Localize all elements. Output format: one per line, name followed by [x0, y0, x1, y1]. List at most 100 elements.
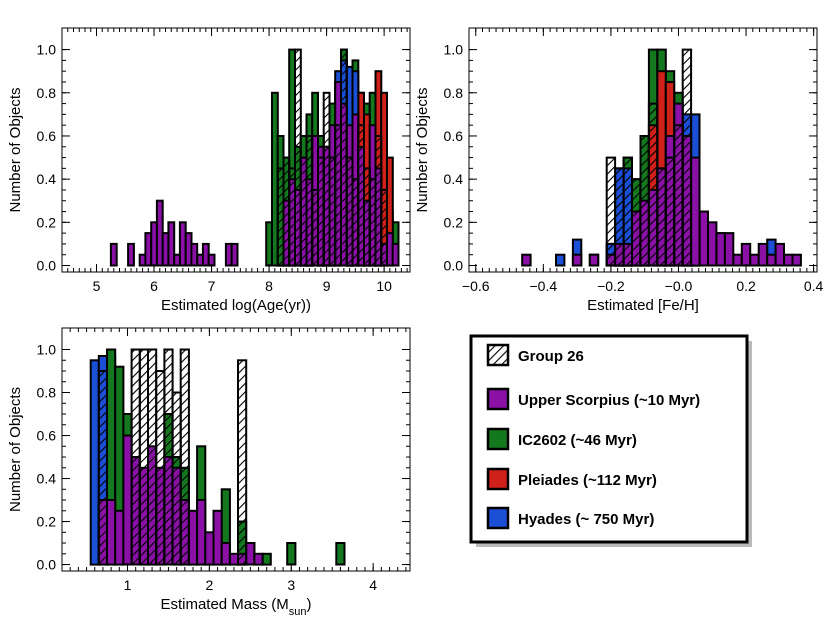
- bar-upper_scorpius: [521, 253, 532, 267]
- y-tick-label: 0.2: [37, 214, 57, 230]
- plot-frame: [61, 327, 411, 572]
- y-tick-label: 0.8: [444, 85, 464, 101]
- bar-group26: [138, 348, 150, 566]
- legend-item-hyades: Hyades (~ 750 Myr): [486, 506, 654, 530]
- bar-upper_scorpius: [690, 156, 701, 267]
- y-tick-label: 0.2: [444, 214, 464, 230]
- legend-swatch-hyades: [486, 506, 510, 530]
- x-axis-label: Estimated [Fe/H]: [587, 297, 699, 314]
- y-axis-label: Number of Objects: [7, 387, 24, 512]
- bar-upper_scorpius: [167, 221, 176, 267]
- bar-group26: [622, 156, 633, 267]
- chart-age: 0.0 0.2 0.4 0.6 0.8 1.0 5 6 7 8 9 10 Estimated log(A…: [7, 27, 411, 314]
- x-tick-label: 3: [287, 577, 295, 593]
- bar-ic2602: [261, 552, 272, 566]
- y-tick-label: 0.8: [37, 85, 57, 101]
- bar-upper_scorpius: [749, 253, 760, 267]
- x-tick-label: 10: [376, 278, 392, 294]
- bar-upper_scorpius: [196, 499, 207, 566]
- bar-upper_scorpius: [114, 509, 125, 566]
- bar-upper_scorpius: [791, 253, 802, 267]
- bar-upper_scorpius: [698, 210, 709, 267]
- bar-upper_scorpius: [732, 253, 743, 267]
- bar-upper_scorpius: [109, 242, 118, 267]
- y-tick-label: 0.6: [37, 128, 57, 144]
- x-tick-label: 9: [323, 278, 331, 294]
- bar-group26: [647, 102, 659, 267]
- y-tick-label: 0.2: [37, 514, 57, 530]
- bar-group26: [179, 348, 190, 566]
- bar-upper_scorpius: [391, 242, 400, 267]
- y-tick-label: 0.0: [37, 258, 57, 274]
- bar-group26: [639, 135, 650, 267]
- y-tick-label: 0.4: [37, 171, 57, 187]
- bar-upper_scorpius: [707, 221, 718, 267]
- legend-label-pleiades: Pleiades (~112 Myr): [518, 472, 657, 489]
- bar-upper_scorpius: [212, 509, 223, 566]
- legend-item-ic2602: IC2602 (~46 Myr): [486, 427, 637, 451]
- y-tick-label: 0.0: [444, 258, 464, 274]
- bar-hyades: [89, 359, 100, 566]
- series-group26: [97, 348, 248, 566]
- bar-group26: [631, 178, 642, 267]
- x-tick-label: 7: [208, 278, 216, 294]
- plot-frame: [61, 27, 411, 273]
- legend-label-group26: Group 26: [518, 348, 584, 365]
- bar-group26: [605, 156, 617, 267]
- bar-hyades: [555, 253, 566, 267]
- x-tick-label: −0.0: [665, 278, 693, 294]
- bar-ic2602: [335, 542, 346, 566]
- bar-group26: [664, 156, 676, 267]
- x-axis-label: Estimated log(Age(yr)): [161, 297, 311, 314]
- y-tick-label: 0.6: [444, 128, 464, 144]
- bar-group26: [97, 370, 109, 566]
- x-tick-label: −0.6: [462, 278, 490, 294]
- x-tick-label: 0.4: [804, 278, 824, 294]
- series-group26: [276, 48, 389, 267]
- bar-upper_scorpius: [253, 552, 264, 566]
- bar-upper_scorpius: [766, 253, 777, 267]
- legend: Group 26 Upper Scorpius (~10 Myr) IC2602…: [469, 334, 752, 547]
- bar-upper_scorpius: [204, 531, 215, 566]
- y-axis-label: Number of Objects: [7, 87, 24, 212]
- x-tick-label: −0.4: [530, 278, 558, 294]
- chart-feh: 0.0 0.2 0.4 0.6 0.8 1.0 −0.6 −0.4 −0.2 −0.0 0.2 0.4…: [414, 27, 824, 314]
- bar-upper_scorpius: [757, 242, 769, 267]
- bar-upper_scorpius: [122, 434, 133, 566]
- bar-upper_scorpius: [783, 253, 794, 267]
- y-tick-label: 0.6: [37, 428, 57, 444]
- bar-group26: [163, 348, 174, 566]
- bar-upper_scorpius: [571, 253, 583, 267]
- bar-upper_scorpius: [245, 542, 256, 566]
- bar-group26: [147, 348, 158, 566]
- legend-label-upper-scorpius: Upper Scorpius (~10 Myr): [518, 392, 700, 409]
- bar-ic2602: [286, 542, 297, 566]
- x-axis-label: Estimated Mass (Msun): [160, 596, 311, 618]
- bar-upper_scorpius: [127, 242, 135, 267]
- bar-group26: [237, 359, 248, 566]
- bar-upper_scorpius: [740, 242, 752, 267]
- legend-item-group26: Group 26: [486, 343, 584, 367]
- x-tick-label: 5: [93, 278, 101, 294]
- legend-swatch-pleiades: [486, 467, 510, 491]
- y-tick-label: 0.0: [37, 557, 57, 573]
- x-tick-label: 2: [205, 577, 213, 593]
- bar-group26: [681, 48, 693, 267]
- y-tick-label: 1.0: [444, 42, 464, 58]
- bar-upper_scorpius: [715, 232, 726, 267]
- legend-item-upper-scorpius: Upper Scorpius (~10 Myr): [486, 387, 700, 411]
- bar-group26: [380, 188, 389, 267]
- x-tick-label: 0.2: [736, 278, 756, 294]
- chart-mass: 0.0 0.2 0.4 0.6 0.8 1.0 1 2 3 4 Estimated Mass (Ms…: [7, 327, 411, 618]
- bar-upper_scorpius: [774, 242, 785, 267]
- x-tick-label: −0.2: [597, 278, 625, 294]
- legend-swatch-ic2602: [486, 427, 510, 451]
- bar-upper_scorpius: [220, 542, 231, 566]
- plot-frame: [468, 27, 818, 273]
- bar-upper_scorpius: [230, 242, 239, 267]
- x-tick-label: 4: [369, 577, 377, 593]
- bar-group26: [130, 348, 141, 566]
- y-tick-label: 0.8: [37, 385, 57, 401]
- bar-group26: [155, 370, 166, 566]
- legend-swatch-group26: [486, 343, 510, 367]
